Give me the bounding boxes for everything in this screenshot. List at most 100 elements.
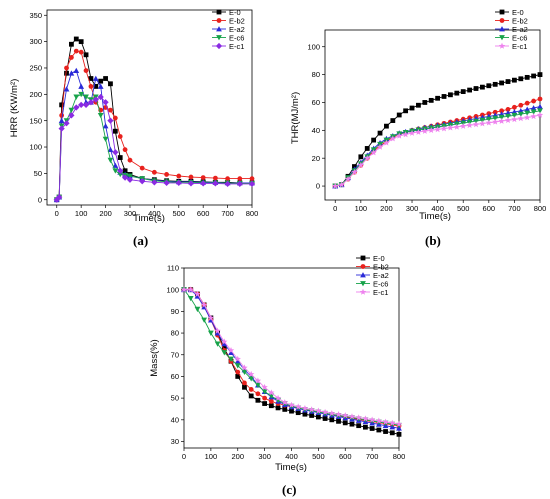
caption-c: (c) (282, 482, 297, 497)
axis-ticks: 0 100 200 300 400 500 600 700 800 0 20 40 60 80 100 (307, 42, 546, 213)
y-tick-label: 100 (166, 285, 179, 294)
x-tick-label: 500 (457, 204, 470, 213)
series-layer (180, 286, 403, 437)
data-point-E-0 (460, 89, 466, 94)
data-point-E-c1 (112, 149, 119, 156)
data-point-E-0 (369, 426, 375, 431)
data-point-E-0 (98, 78, 104, 84)
legend-label: E-c1 (512, 42, 527, 51)
data-point-E-c1 (524, 114, 531, 121)
y-tick-label: 20 (312, 154, 320, 163)
data-point-E-c1 (328, 409, 336, 417)
data-point-E-0 (383, 429, 388, 434)
x-tick-label: 800 (393, 452, 406, 461)
data-point-E-a2 (73, 67, 80, 74)
data-point-E-0 (364, 146, 370, 151)
data-point-E-0 (262, 401, 268, 406)
data-point-E-c6 (241, 369, 248, 375)
legend-swatch-marker (498, 42, 506, 49)
x-tick-label: 800 (534, 204, 547, 213)
data-point-E-c1 (338, 181, 345, 188)
data-point-E-c1 (492, 118, 499, 125)
data-point-E-0 (537, 72, 543, 77)
series-layer (53, 36, 256, 203)
axis-ticks: 0 100 200 300 400 500 600 700 800 0 50 100 150 200 250… (29, 11, 258, 218)
legend-swatch-marker (360, 264, 366, 269)
data-point-E-c1 (227, 347, 235, 354)
legend-swatch-marker (216, 26, 222, 32)
data-point-E-0 (384, 123, 389, 129)
y-tick-label: 350 (29, 11, 42, 20)
data-point-E-0 (103, 76, 108, 81)
data-point-E-b2 (499, 108, 505, 114)
y-tick-label: 40 (171, 415, 179, 424)
data-point-E-0 (235, 374, 241, 379)
legend-label: E-0 (512, 8, 524, 17)
data-point-E-b2 (64, 65, 69, 71)
data-point-E-c6 (524, 110, 531, 116)
data-point-E-c1 (357, 161, 365, 168)
data-point-E-c6 (485, 116, 492, 123)
data-point-E-c1 (511, 116, 518, 123)
data-point-E-a2 (58, 117, 65, 124)
data-point-E-c1 (370, 149, 377, 156)
data-point-E-c6 (248, 376, 255, 382)
data-point-E-b2 (524, 100, 530, 106)
x-tick-label: 400 (431, 204, 444, 213)
caption-b: (b) (425, 233, 441, 248)
data-point-E-c1 (453, 123, 461, 130)
data-point-E-c1 (117, 167, 124, 174)
x-tick-label: 300 (406, 204, 419, 213)
data-point-E-c1 (530, 113, 537, 120)
x-tick-label: 600 (339, 452, 352, 461)
data-point-E-c6 (498, 114, 505, 121)
x-axis-label: Time(s) (419, 211, 451, 222)
data-point-E-c1 (504, 116, 512, 124)
data-point-E-0 (78, 39, 84, 45)
data-point-E-c6 (214, 341, 221, 347)
data-point-E-0 (356, 423, 362, 429)
data-point-E-c6 (97, 113, 104, 119)
data-point-E-0 (295, 410, 301, 416)
data-point-E-c1 (87, 99, 95, 106)
y-tick-label: 70 (171, 350, 179, 359)
data-point-E-c1 (63, 120, 70, 127)
data-point-E-a2 (234, 358, 241, 364)
y-tick-label: 90 (171, 307, 179, 316)
legend-swatch-marker (360, 255, 366, 261)
data-point-E-0 (403, 108, 409, 114)
legend: E-0E-b2E-a2E-c6E-c1 (356, 254, 389, 297)
data-point-E-c1 (180, 286, 188, 293)
data-point-E-0 (435, 95, 441, 101)
data-point-E-c1 (348, 413, 356, 420)
data-point-E-0 (64, 70, 69, 76)
legend-label: E-b2 (512, 16, 528, 25)
x-tick-label: 300 (258, 452, 271, 461)
y-tick-label: 100 (307, 42, 320, 51)
data-point-E-b2 (262, 395, 268, 401)
legend-swatch-marker (499, 9, 505, 15)
data-point-E-0 (59, 102, 65, 108)
x-tick-label: 300 (124, 209, 137, 218)
legend-swatch-marker (499, 18, 505, 23)
data-point-E-0 (428, 97, 434, 103)
data-point-E-c6 (201, 317, 208, 323)
x-tick-label: 0 (55, 209, 59, 218)
data-point-E-c1 (355, 414, 362, 421)
y-axis-label: HRR (KW/m²) (9, 79, 20, 138)
series-layer (332, 72, 544, 189)
data-point-E-c1 (234, 355, 241, 362)
data-point-E-b2 (164, 172, 169, 177)
data-point-E-c1 (53, 196, 60, 203)
x-tick-label: 500 (173, 209, 186, 218)
data-point-E-0 (255, 397, 261, 403)
x-tick-label: 700 (366, 452, 379, 461)
data-point-E-c6 (228, 356, 234, 362)
data-point-E-0 (422, 100, 428, 105)
data-point-E-c1 (268, 389, 275, 396)
legend-swatch-marker (499, 35, 505, 41)
data-point-E-0 (531, 73, 537, 79)
data-point-E-c1 (139, 178, 146, 185)
data-point-E-0 (73, 36, 79, 42)
